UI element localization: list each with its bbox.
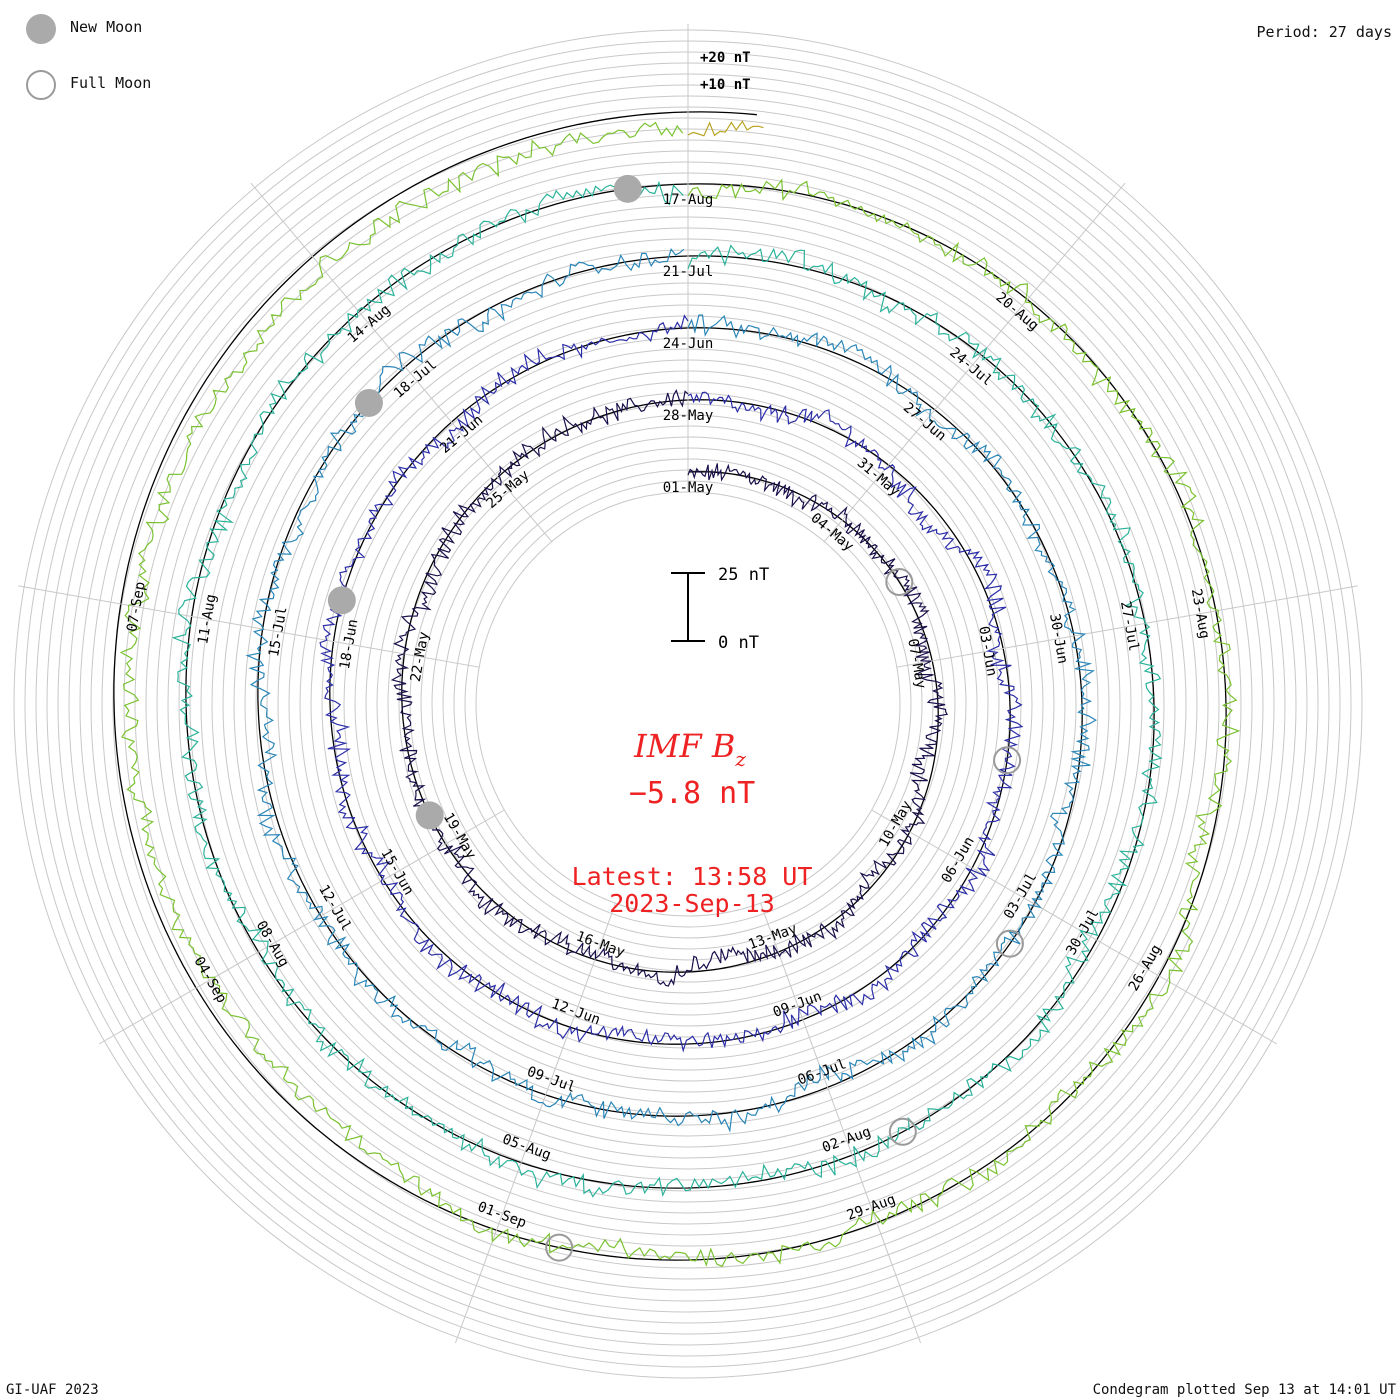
imf-title-main: IMF B: [633, 727, 735, 765]
date-label: 22-May: [408, 631, 433, 684]
date-label: 13-May: [746, 921, 799, 953]
date-label: 11-Aug: [195, 593, 220, 646]
date-label: 06-Jul: [796, 1056, 849, 1088]
bz-series-rotation-5: [119, 121, 1241, 1268]
date-label: 21-Jun: [437, 412, 486, 457]
date-labels: 01-May04-May07-May10-May13-May16-May19-M…: [124, 192, 1212, 1231]
moon-markers: [327, 174, 1024, 1262]
credit-label: GI-UAF 2023: [6, 1382, 99, 1398]
date-label: 27-Jun: [900, 400, 949, 445]
full-moon-marker: [545, 1233, 574, 1262]
imf-title-sub: z: [734, 747, 746, 771]
full-moon-marker: [995, 929, 1024, 958]
bz-series-rotation-1: [390, 389, 949, 987]
date-spoke: [760, 903, 922, 1344]
date-label: 20-Aug: [993, 289, 1042, 334]
scale-bar: 25 nT 0 nT: [671, 565, 769, 653]
center-readout: IMF Bz −5.8 nT Latest: 13:58 UT 2023-Sep…: [572, 727, 813, 918]
date-spoke: [454, 903, 616, 1344]
date-label: 15-Jun: [377, 846, 416, 898]
date-label: 17-Aug: [663, 192, 714, 208]
date-label: 21-Jul: [663, 264, 714, 280]
date-label: 26-Aug: [1126, 942, 1165, 994]
date-label: 01-Sep: [475, 1199, 528, 1231]
date-spoke: [823, 182, 1126, 542]
new-moon-marker: [354, 388, 383, 417]
bz-series-traces: [119, 120, 1241, 1268]
ring-label-20nt: +20 nT: [700, 50, 751, 66]
date-spoke: [98, 809, 505, 1045]
date-label: 15-Jul: [266, 606, 291, 659]
legend-new-moon-label: New Moon: [70, 18, 143, 36]
full-moon-marker: [885, 568, 914, 596]
date-label: 27-Jul: [1117, 600, 1142, 653]
date-label: 05-Aug: [500, 1131, 553, 1163]
scale-bar-top-label: 25 nT: [718, 565, 769, 585]
full-moon-marker: [993, 746, 1022, 775]
date-label: 31-May: [854, 455, 903, 500]
plotted-timestamp: Condegram plotted Sep 13 at 14:01 UT: [1092, 1382, 1396, 1398]
latest-date: 2023-Sep-13: [609, 889, 775, 918]
scale-bar-bottom-label: 0 nT: [718, 633, 759, 653]
date-label: 09-Jun: [771, 989, 824, 1021]
date-label: 03-Jul: [1001, 870, 1040, 922]
new-moon-icon: [26, 14, 56, 44]
date-label: 28-May: [663, 408, 714, 424]
date-spoke: [871, 809, 1278, 1045]
latest-time: Latest: 13:58 UT: [572, 862, 813, 891]
imf-title: IMF Bz: [633, 727, 746, 771]
date-label: 18-Jul: [391, 357, 440, 402]
date-spoke: [18, 585, 480, 668]
new-moon-marker: [327, 586, 356, 615]
bz-series-rotation-4: [171, 180, 1163, 1198]
grid-ring: [475, 491, 901, 917]
period-label: Period: 27 days: [1256, 23, 1392, 41]
new-moon-marker: [613, 174, 642, 203]
new-moon-marker: [415, 801, 444, 830]
bz-series-rotation-6: [687, 120, 764, 137]
grid-rings: [13, 29, 1363, 1379]
date-label: 24-Jun: [663, 336, 714, 352]
date-label: 24-Jul: [946, 345, 995, 390]
date-label: 07-Sep: [124, 581, 149, 634]
date-label: 08-Aug: [253, 918, 292, 970]
full-moon-marker: [888, 1117, 917, 1146]
full-moon-icon: [26, 70, 56, 100]
ring-label-10nt: +10 nT: [700, 77, 751, 93]
bz-series-rotation-3: [245, 248, 1098, 1133]
legend-full-moon-label: Full Moon: [70, 74, 152, 92]
bz-series-rotation-2: [319, 314, 1024, 1053]
date-label: 01-May: [663, 480, 714, 496]
zero-line-spiral: [113, 111, 1227, 1261]
date-label: 07-May: [904, 637, 929, 690]
date-spoke: [896, 585, 1358, 668]
date-spokes: [18, 24, 1358, 1344]
current-bz-value: −5.8 nT: [629, 776, 755, 811]
date-label: 19-May: [440, 810, 479, 862]
